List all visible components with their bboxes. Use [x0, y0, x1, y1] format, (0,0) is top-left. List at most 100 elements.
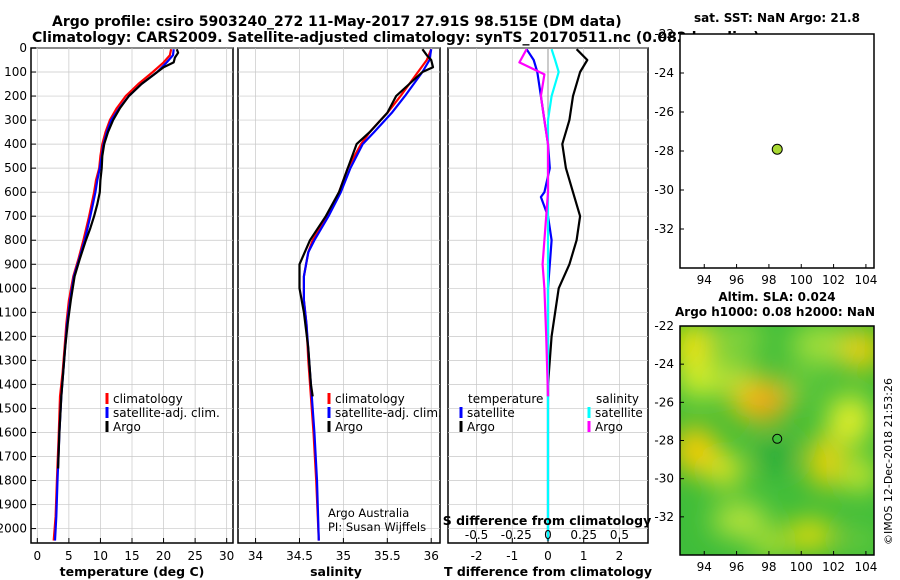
legend-argo: Argo — [335, 420, 363, 434]
x-tick-label: 104 — [854, 560, 877, 574]
y-tick-label: 400 — [4, 137, 27, 151]
y-tick-label: 700 — [4, 209, 27, 223]
x-tick-label: -2 — [471, 549, 483, 563]
y-tick-label: -24 — [654, 357, 674, 371]
y-tick-label: -28 — [654, 434, 674, 448]
y-tick-label: -26 — [654, 395, 674, 409]
legend-satellite: satellite-adj. clim. — [113, 406, 220, 420]
y-tick-label: 200 — [4, 89, 27, 103]
series-line-argo — [298, 48, 435, 397]
y-tick-label: 300 — [4, 113, 27, 127]
sla-map-title-1: Altim. SLA: 0.024 — [718, 290, 835, 304]
s-tick-label: 0.5 — [610, 528, 629, 542]
x-tick-label: 34 — [248, 549, 263, 563]
y-tick-label: 1500 — [0, 401, 27, 415]
x-tick-label: 36 — [424, 549, 439, 563]
y-tick-label: 1200 — [0, 329, 27, 343]
y-tick-label: -32 — [654, 510, 674, 524]
temperature-legend: climatology satellite-adj. clim. Argo — [105, 392, 220, 434]
difference-xlabel-t: T difference from climatology — [444, 564, 652, 579]
legend-s-satellite: satellite — [595, 406, 643, 420]
difference-panel: -2 -1 0 1 2 -0.5 -0.25 0 0.25 0.5 T difference f… — [443, 47, 652, 579]
argo-location-marker — [771, 143, 783, 155]
x-tick-label: 1 — [580, 549, 588, 563]
x-tick-label: 0 — [544, 549, 552, 563]
x-tick-label: 100 — [790, 560, 813, 574]
s-tick-label: -0.25 — [501, 528, 532, 542]
temperature-panel: 0 5 10 15 20 25 30 0 100 200 300 400 500 600 700 800 90… — [0, 41, 234, 579]
legend-argo: Argo — [113, 420, 141, 434]
legend-salinity-title: salinity — [596, 392, 639, 406]
argo-location-marker — [772, 433, 783, 444]
x-tick-label: 94 — [697, 560, 712, 574]
x-tick-label: 5 — [65, 549, 73, 563]
x-tick-label: 104 — [854, 273, 877, 287]
y-tick-label: 1000 — [0, 281, 27, 295]
x-tick-label: 94 — [697, 273, 712, 287]
y-tick-label: -22 — [654, 27, 674, 41]
salinity-frame — [237, 47, 441, 544]
y-tick-label: 800 — [4, 233, 27, 247]
sla-map-title-2: Argo h1000: 0.08 h2000: NaN — [675, 305, 875, 319]
legend-satellite: satellite-adj. clim. — [335, 406, 442, 420]
credit-line-1: Argo Australia — [328, 506, 409, 520]
y-tick-label: -30 — [654, 183, 674, 197]
legend-s-argo: Argo — [595, 420, 623, 434]
title-line-1: Argo profile: csiro 5903240_272 11-May-2… — [52, 14, 622, 30]
y-tick-label: 500 — [4, 161, 27, 175]
y-tick-label: 900 — [4, 257, 27, 271]
x-tick-label: 10 — [93, 549, 108, 563]
legend-climatology: climatology — [335, 392, 405, 406]
series-line-argo — [57, 48, 180, 469]
s-tick-label: 0 — [544, 528, 552, 542]
x-tick-label: 34.5 — [286, 549, 313, 563]
sla-map-panel: Altim. SLA: 0.024 Argo h1000: 0.08 h2000… — [654, 290, 877, 574]
y-tick-label: 1400 — [0, 377, 27, 391]
y-tick-label: -32 — [654, 222, 674, 236]
legend-temperature-title: temperature — [468, 392, 543, 406]
x-tick-label: 102 — [822, 560, 845, 574]
salinity-panel: 34 34.5 35 35.5 36 salinity climatology sate… — [237, 47, 442, 579]
legend-t-argo: Argo — [467, 420, 495, 434]
title-line-2: Climatology: CARS2009. Satellite-adjuste… — [32, 30, 760, 46]
y-tick-label: 100 — [4, 65, 27, 79]
difference-xlabel-s: S difference from climatology — [443, 513, 652, 528]
x-tick-label: 20 — [156, 549, 171, 563]
s-tick-label: -0.5 — [465, 528, 488, 542]
y-tick-label: -22 — [654, 319, 674, 333]
legend-t-satellite: satellite — [467, 406, 515, 420]
x-tick-label: 35 — [336, 549, 351, 563]
series-line-s-argo — [518, 48, 550, 397]
series-line-climatology — [302, 48, 433, 541]
x-tick-label: 102 — [822, 273, 845, 287]
x-tick-label: 35.5 — [374, 549, 401, 563]
salinity-xlabel: salinity — [310, 564, 362, 579]
salinity-legend: climatology satellite-adj. clim. Argo — [327, 392, 442, 434]
s-tick-label: 0.25 — [570, 528, 597, 542]
difference-legend: temperature satellite Argo salinity sate… — [459, 392, 643, 434]
x-tick-label: 15 — [124, 549, 139, 563]
y-tick-label: 1100 — [0, 305, 27, 319]
x-tick-label: 100 — [790, 273, 813, 287]
y-tick-label: 1700 — [0, 449, 27, 463]
x-tick-label: -1 — [506, 549, 518, 563]
x-tick-label: 30 — [219, 549, 234, 563]
x-tick-label: 0 — [33, 549, 41, 563]
x-tick-label: 25 — [187, 549, 202, 563]
series-line-satellite-adj-clim- — [53, 49, 175, 541]
series-line-t-argo — [546, 48, 589, 397]
y-tick-label: 1900 — [0, 498, 27, 512]
x-tick-label: 96 — [729, 273, 744, 287]
y-tick-label: 1300 — [0, 353, 27, 367]
sst-map-panel: sat. SST: NaN Argo: 21.8 94 96 98 100 102 104… — [654, 11, 877, 287]
x-tick-label: 98 — [761, 560, 776, 574]
x-tick-label: 2 — [616, 549, 624, 563]
series-line-satellite-adj-clim- — [302, 49, 433, 541]
imos-stamp: ©IMOS 12-Dec-2018 21:53:26 — [882, 378, 895, 545]
y-tick-label: -28 — [654, 144, 674, 158]
legend-climatology: climatology — [113, 392, 183, 406]
y-tick-label: -24 — [654, 66, 674, 80]
y-tick-label: 600 — [4, 185, 27, 199]
y-tick-label: 2000 — [0, 522, 27, 536]
